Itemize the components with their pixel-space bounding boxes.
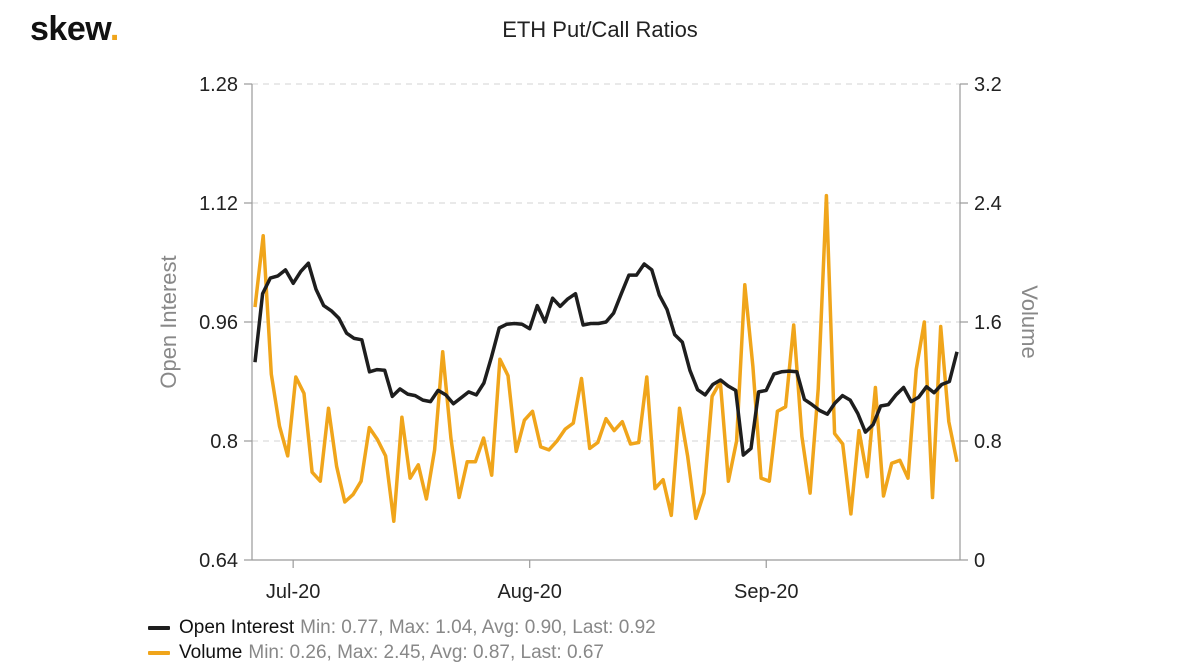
y-right-tick-label: 2.4 bbox=[974, 193, 1002, 215]
x-tick-label: Sep-20 bbox=[734, 581, 799, 603]
legend: Open Interest Min: 0.77, Max: 1.04, Avg:… bbox=[148, 615, 656, 665]
y-right-tick-label: 0.8 bbox=[974, 431, 1002, 453]
y-left-tick-label: 0.96 bbox=[199, 312, 238, 334]
y-right-tick-label: 1.6 bbox=[974, 312, 1002, 334]
volume-swatch bbox=[148, 650, 170, 655]
x-tick-label: Jul-20 bbox=[266, 581, 320, 603]
legend-item-volume[interactable]: Volume Min: 0.26, Max: 2.45, Avg: 0.87, … bbox=[148, 640, 656, 665]
y-left-tick-label: 0.64 bbox=[199, 550, 238, 572]
y-left-tick-label: 1.12 bbox=[199, 193, 238, 215]
skew-logo: skew. bbox=[30, 10, 119, 48]
y-left-axis-title: Open Interest bbox=[156, 255, 181, 388]
series-line-open-interest bbox=[253, 261, 959, 457]
chart-title: ETH Put/Call Ratios bbox=[502, 17, 698, 42]
legend-item-open-interest[interactable]: Open Interest Min: 0.77, Max: 1.04, Avg:… bbox=[148, 615, 656, 640]
open-interest-swatch bbox=[148, 625, 170, 630]
legend-name: Volume bbox=[179, 641, 243, 663]
y-right-axis-title: Volume bbox=[1017, 285, 1042, 358]
legend-name: Open Interest bbox=[179, 616, 295, 638]
legend-stats: Min: 0.26, Max: 2.45, Avg: 0.87, Last: 0… bbox=[248, 641, 604, 663]
y-right-tick-label: 3.2 bbox=[974, 74, 1002, 96]
y-left-tick-label: 1.28 bbox=[199, 74, 238, 96]
x-tick-label: Aug-20 bbox=[497, 581, 562, 603]
y-left-tick-label: 0.8 bbox=[210, 431, 238, 453]
legend-stats: Min: 0.77, Max: 1.04, Avg: 0.90, Last: 0… bbox=[300, 616, 656, 638]
series-line-volume bbox=[253, 193, 959, 524]
y-right-tick-label: 0 bbox=[974, 550, 985, 572]
